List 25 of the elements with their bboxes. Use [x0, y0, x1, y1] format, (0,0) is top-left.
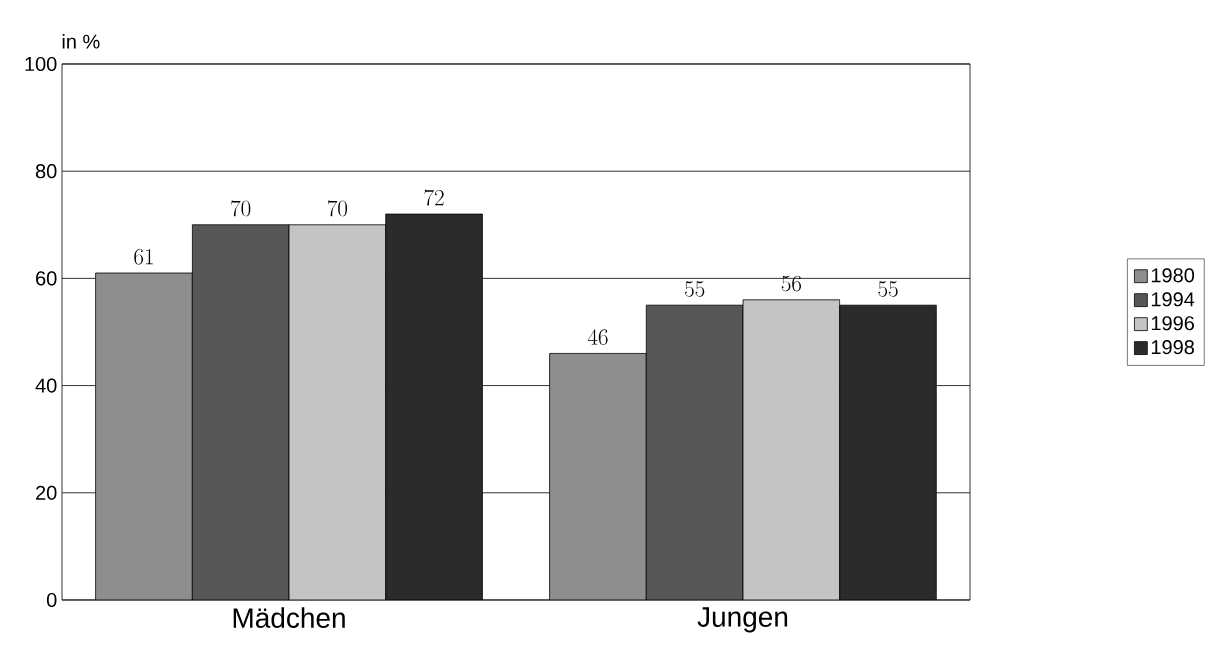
data-label: 55: [685, 281, 705, 297]
x-tick-label: Mädchen: [233, 607, 345, 628]
data-label: 56: [781, 275, 802, 292]
bar: [95, 272, 193, 600]
y-axis-title: in %: [62, 34, 100, 49]
legend-label: 1980: [1151, 268, 1195, 283]
legend-label: 1998: [1151, 340, 1194, 355]
data-label: 55: [878, 281, 898, 297]
data-label: 61: [134, 248, 153, 265]
y-tick-label: 80: [35, 164, 57, 179]
data-label: 70: [231, 200, 251, 217]
data-label: 46: [587, 329, 608, 345]
y-tick-label: 60: [36, 271, 57, 286]
data-label: 72: [424, 189, 444, 206]
y-tick-label: 40: [35, 378, 57, 393]
x-tick-label: Jungen: [697, 607, 788, 633]
y-tick-label: 0: [46, 592, 57, 608]
y-tick-label: 100: [25, 56, 57, 72]
bar: [549, 353, 647, 600]
legend-label: 1994: [1151, 292, 1195, 307]
bar: [385, 213, 483, 600]
bar: [839, 304, 937, 600]
data-label: 70: [327, 200, 348, 217]
y-tick-label: 20: [36, 485, 57, 500]
legend-label: 1996: [1151, 316, 1194, 331]
